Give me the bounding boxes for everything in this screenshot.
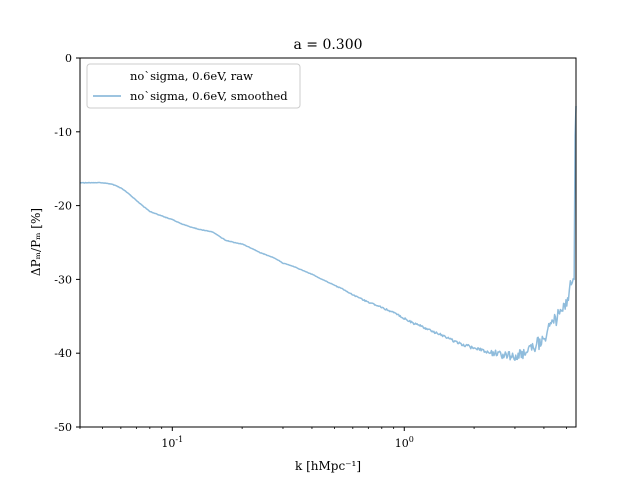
chart-title: a = 0.300 xyxy=(293,37,362,53)
y-tick-label: -20 xyxy=(54,200,72,213)
y-axis-label: ΔPₘ/Pₘ [%] xyxy=(29,208,43,276)
y-axis-ticks: 0 -10 -20 -30 -40 -50 xyxy=(54,52,80,434)
legend-label-smoothed: noˋsigma, 0.6eV, smoothed xyxy=(130,89,288,103)
y-tick-label: -30 xyxy=(54,273,72,286)
y-tick-label: -40 xyxy=(54,347,72,360)
y-tick-label: -50 xyxy=(54,421,72,434)
legend-box xyxy=(86,63,301,109)
plot-marks xyxy=(79,105,577,362)
series-line-smoothed xyxy=(79,105,577,362)
x-axis-label: k [hMpc⁻¹] xyxy=(295,459,361,473)
legend: noˋsigma, 0.6eV, raw noˋsigma, 0.6eV, sm… xyxy=(86,63,301,109)
y-tick-label: 0 xyxy=(65,52,72,65)
legend-label-raw: noˋsigma, 0.6eV, raw xyxy=(130,69,253,83)
plot-area-frame xyxy=(79,57,577,428)
y-tick-label: -10 xyxy=(54,126,72,139)
